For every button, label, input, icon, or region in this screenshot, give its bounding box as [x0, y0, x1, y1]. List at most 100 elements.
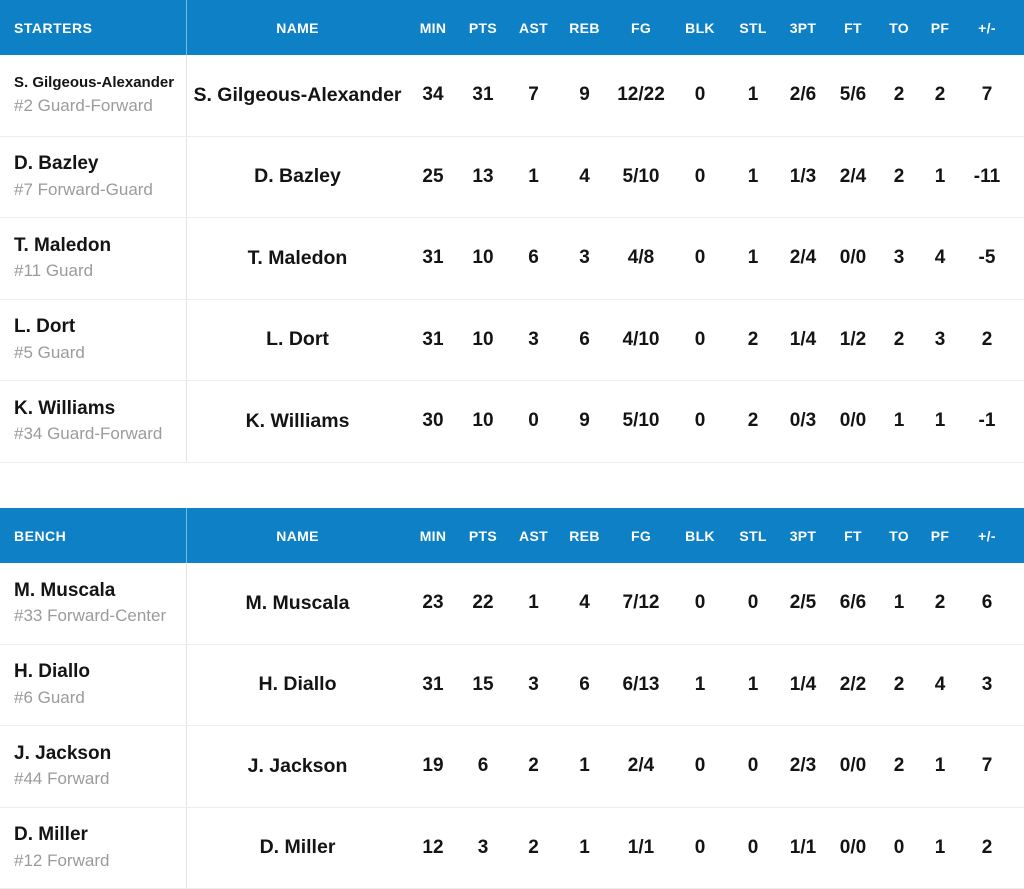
row-player-name: L. Dort	[187, 328, 408, 351]
player-row: S. Gilgeous-Alexander #2 Guard-Forward S…	[0, 55, 1024, 137]
stat-value: 9	[559, 84, 610, 106]
stat-value: 3	[559, 247, 610, 269]
column-header: TO	[878, 20, 920, 36]
stat-value: 6	[960, 592, 1014, 614]
sidebar-player-name: M. Muscala	[14, 580, 178, 603]
row-player-name: J. Jackson	[187, 755, 408, 778]
stat-value: 0	[728, 592, 778, 614]
stat-value: 0	[672, 592, 728, 614]
column-header: NAME	[187, 20, 408, 36]
stat-value: -5	[960, 247, 1014, 269]
section-body: M. Muscala #33 Forward-Center M. Muscala…	[0, 563, 1024, 889]
stat-value: 2/4	[828, 166, 878, 188]
stat-value: 7	[960, 755, 1014, 777]
stat-value: 2	[878, 755, 920, 777]
stat-value: 2	[960, 329, 1014, 351]
stat-value: 34	[408, 84, 458, 106]
stat-value: 3	[960, 674, 1014, 696]
sidebar-player-name: H. Diallo	[14, 661, 178, 684]
stat-value: 6	[458, 755, 508, 777]
stat-value: 2	[508, 837, 559, 859]
row-player-name: H. Diallo	[187, 673, 408, 696]
sidebar-player-cell: M. Muscala #33 Forward-Center	[0, 563, 187, 644]
stat-value: 1	[878, 592, 920, 614]
sidebar-player-detail: #5 Guard	[14, 343, 178, 363]
sidebar-player-detail: #34 Guard-Forward	[14, 424, 178, 444]
stat-value: 2	[920, 592, 960, 614]
sidebar-player-cell: L. Dort #5 Guard	[0, 300, 187, 381]
column-header: +/-	[960, 528, 1014, 544]
sidebar-player-cell: K. Williams #34 Guard-Forward	[0, 381, 187, 462]
stat-value: 12	[408, 837, 458, 859]
stat-value: 2/5	[778, 592, 828, 614]
stat-value: 0/0	[828, 247, 878, 269]
stat-value: 4	[920, 247, 960, 269]
stat-value: 6/6	[828, 592, 878, 614]
stat-value: 0/3	[778, 410, 828, 432]
section-body: S. Gilgeous-Alexander #2 Guard-Forward S…	[0, 55, 1024, 463]
stat-value: 1	[508, 592, 559, 614]
row-player-name: S. Gilgeous-Alexander	[187, 84, 408, 107]
sidebar-player-detail: #11 Guard	[14, 261, 178, 281]
stat-value: 1/4	[778, 674, 828, 696]
column-header: NAME	[187, 528, 408, 544]
sidebar-player-cell: H. Diallo #6 Guard	[0, 645, 187, 726]
row-player-name: M. Muscala	[187, 592, 408, 615]
stat-value: 1	[508, 166, 559, 188]
stat-value: 0	[672, 755, 728, 777]
stat-value: 1/2	[828, 329, 878, 351]
stat-value: 0	[508, 410, 559, 432]
player-row: K. Williams #34 Guard-Forward K. William…	[0, 381, 1024, 463]
stat-value: 6	[559, 329, 610, 351]
stat-value: 1	[920, 755, 960, 777]
stat-value: 2/2	[828, 674, 878, 696]
stat-value: 1/4	[778, 329, 828, 351]
stat-value: 7	[960, 84, 1014, 106]
stat-value: 15	[458, 674, 508, 696]
sidebar-player-cell: J. Jackson #44 Forward	[0, 726, 187, 807]
stat-value: 1	[920, 410, 960, 432]
stat-value: 2	[508, 755, 559, 777]
stat-value: 23	[408, 592, 458, 614]
stat-value: 6	[508, 247, 559, 269]
column-header: AST	[508, 20, 559, 36]
sidebar-player-cell: S. Gilgeous-Alexander #2 Guard-Forward	[0, 55, 187, 136]
stat-value: 0	[672, 166, 728, 188]
column-header: REB	[559, 528, 610, 544]
stat-value: 4	[920, 674, 960, 696]
column-header: MIN	[408, 528, 458, 544]
stat-value: 2	[878, 329, 920, 351]
column-header: FT	[828, 20, 878, 36]
column-header: AST	[508, 528, 559, 544]
player-row: M. Muscala #33 Forward-Center M. Muscala…	[0, 563, 1024, 645]
stat-value: 3	[878, 247, 920, 269]
column-header: BLK	[672, 528, 728, 544]
stat-value: 25	[408, 166, 458, 188]
stat-value: 31	[408, 329, 458, 351]
stat-value: 9	[559, 410, 610, 432]
sidebar-player-cell: T. Maledon #11 Guard	[0, 218, 187, 299]
stat-value: 2	[960, 837, 1014, 859]
stat-value: 3	[508, 674, 559, 696]
column-header: FT	[828, 528, 878, 544]
stat-value: 0	[672, 837, 728, 859]
stat-value: 0	[728, 837, 778, 859]
column-header: FG	[610, 20, 672, 36]
stat-value: 4/8	[610, 247, 672, 269]
stat-value: 3	[920, 329, 960, 351]
sidebar-player-name: K. Williams	[14, 398, 178, 421]
stat-value: 1	[920, 837, 960, 859]
stat-value: 1	[728, 84, 778, 106]
sidebar-player-name: D. Miller	[14, 824, 178, 847]
stat-value: 0/0	[828, 410, 878, 432]
stat-value: 0/0	[828, 837, 878, 859]
column-header: 3PT	[778, 528, 828, 544]
